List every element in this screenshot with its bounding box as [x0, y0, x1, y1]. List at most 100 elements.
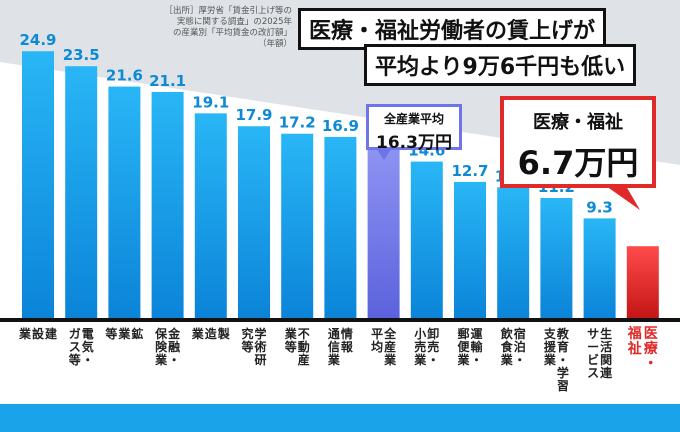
category-label-char: 信 — [328, 339, 340, 354]
category-label-char: ・ — [82, 353, 94, 367]
bar-1 — [65, 66, 98, 318]
value-label: 19.1 — [192, 93, 229, 111]
category-label-char: 業 — [500, 352, 514, 367]
category-label-char: 電 — [82, 327, 94, 341]
bar-11 — [497, 187, 530, 318]
value-label: 23.5 — [63, 46, 100, 64]
bar-6 — [281, 133, 314, 318]
category-label-char: 小 — [414, 326, 426, 341]
category-label-char: 泊 — [514, 339, 526, 354]
value-label: 17.9 — [235, 106, 272, 124]
category-label-char: 生 — [600, 326, 612, 341]
category-label-char: 便 — [457, 339, 470, 354]
category-label-char: ・ — [168, 353, 180, 367]
category-label-char: 造 — [205, 326, 218, 341]
category-label-char: 不 — [298, 327, 310, 341]
category-label-char: 術 — [253, 339, 266, 354]
category-label-char: 連 — [600, 365, 613, 380]
category-label-char: 食 — [500, 339, 514, 354]
category-label-char: 設 — [32, 326, 45, 341]
category-label-char: 売 — [414, 339, 426, 354]
category-label-char: ス — [587, 366, 599, 380]
value-label: 9.3 — [586, 198, 613, 216]
bar-14 — [626, 246, 659, 318]
bar-5 — [238, 126, 270, 318]
category-label-char: 育 — [557, 339, 569, 354]
highlight-callout-value: 6.7万円 — [517, 144, 639, 182]
value-label: 21.1 — [149, 72, 186, 90]
category-label-char: 等 — [240, 339, 253, 354]
category-label-char: ・ — [427, 353, 439, 367]
category-label-char: ・ — [470, 353, 482, 367]
category-label-char: 業 — [191, 326, 205, 341]
category-label-char: 業 — [543, 352, 557, 367]
source-note: ［出所］厚労省「賃金引上げ等の 実態に関する調査」の2025年 の産業別「平均賃… — [150, 6, 292, 50]
category-label-char: 報 — [341, 339, 354, 354]
category-labels: 24.9建設業23.5電気・ガス等21.6鉱業等21.1金融・保険業19.1製造… — [18, 31, 659, 393]
bottom-band — [0, 404, 680, 432]
category-label-char: 学 — [254, 326, 266, 341]
category-label-char: 険 — [155, 339, 168, 354]
category-label-char: 産 — [298, 352, 310, 367]
category-label-char: 等 — [68, 352, 81, 367]
bar-13 — [583, 218, 616, 318]
category-label-char: 業 — [456, 352, 470, 367]
category-label-char: 気 — [82, 339, 94, 354]
category-label-char: 製 — [217, 326, 231, 341]
average-callout: 全産業平均 16.3万円 — [366, 104, 462, 153]
category-label-char: 産 — [384, 339, 396, 354]
category-label-char: 業 — [154, 352, 168, 367]
category-label-char: 卸 — [427, 326, 439, 341]
bar-12 — [540, 198, 573, 318]
bar-8 — [367, 143, 400, 318]
category-label-char: 郵 — [457, 326, 469, 341]
bar-3 — [151, 91, 184, 318]
source-line: の産業別「平均賃金の改訂額」 — [172, 28, 292, 38]
category-label-char: 業 — [18, 326, 32, 341]
category-label-char: 鉱 — [131, 326, 143, 341]
category-label-char: 動 — [298, 339, 310, 354]
headline-line-2: 平均より9万6千円も低い — [364, 44, 637, 86]
category-label-char: 融 — [168, 339, 180, 354]
category-label-char: 業 — [117, 326, 131, 341]
bar-7 — [324, 136, 357, 318]
bar-0 — [22, 51, 54, 318]
category-label-char: 通 — [328, 326, 340, 341]
category-label-char: ガ — [69, 326, 81, 341]
axis-baseline — [0, 318, 680, 322]
category-label-char: 祉 — [627, 340, 642, 357]
category-label-char: 輸 — [470, 339, 483, 354]
category-label-char: 飲 — [500, 326, 514, 341]
category-label-char: 宿 — [514, 326, 526, 341]
value-label: 12.7 — [451, 162, 488, 180]
bar-series — [22, 51, 659, 318]
category-label-char: 療 — [644, 340, 659, 357]
category-label-char: 教 — [556, 326, 570, 341]
bar-10 — [454, 181, 486, 318]
category-label-char: 平 — [371, 327, 383, 341]
category-label-char: 売 — [427, 339, 439, 354]
source-line: （年額） — [257, 39, 292, 49]
value-label: 16.9 — [322, 117, 359, 135]
category-label-char: 建 — [44, 326, 58, 341]
bar-4 — [194, 113, 227, 318]
category-label-char: 保 — [154, 326, 168, 341]
category-label-char: 習 — [557, 379, 569, 393]
category-label-char: 等 — [284, 339, 297, 354]
category-label-char: 医 — [644, 326, 658, 342]
category-label-char: 研 — [254, 353, 266, 367]
category-label-char: 業 — [413, 352, 427, 367]
category-label-char: ・ — [514, 353, 526, 367]
category-label-char: 金 — [167, 326, 181, 341]
category-label-char: 支 — [543, 326, 557, 341]
category-label-char: 業 — [327, 352, 341, 367]
category-label-char: 業 — [284, 326, 298, 341]
category-label-char: 全 — [383, 326, 397, 341]
source-line: ［出所］厚労省「賃金引上げ等の — [164, 6, 292, 16]
average-callout-label: 全産業平均 — [383, 112, 444, 126]
highlight-callout: 医療・福祉 6.7万円 — [500, 96, 656, 188]
bar-9 — [410, 161, 443, 318]
category-label-char: 福 — [627, 325, 642, 342]
category-label-char: ス — [69, 340, 81, 354]
category-label-char: ー — [587, 340, 599, 354]
